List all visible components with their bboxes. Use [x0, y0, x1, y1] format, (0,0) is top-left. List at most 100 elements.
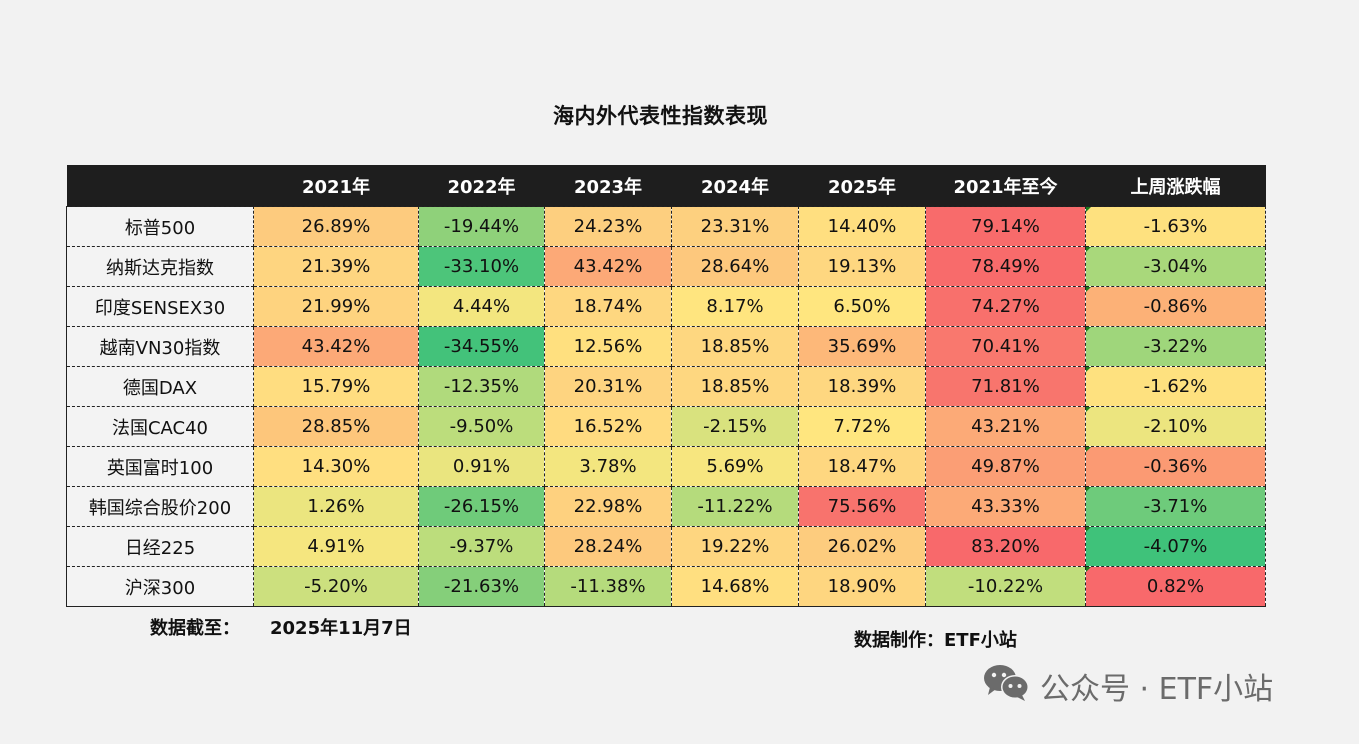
- value-cell: -9.50%: [418, 406, 545, 447]
- index-name-cell: 纳斯达克指数: [66, 246, 254, 287]
- value-cell: 49.87%: [925, 446, 1086, 487]
- table-body: 标普500 26.89% -19.44% 24.23% 23.31% 14.40% 79.1…: [66, 206, 1266, 607]
- value-cell: -19.44%: [418, 206, 545, 247]
- value-cell: -4.07%: [1085, 526, 1266, 567]
- value-cell: 0.82%: [1085, 566, 1266, 607]
- value-cell: -9.37%: [418, 526, 545, 567]
- value-cell: 12.56%: [544, 326, 672, 367]
- index-name-cell: 法国CAC40: [66, 406, 254, 447]
- page-title: 海内外代表性指数表现: [553, 104, 768, 128]
- value-cell: 23.31%: [671, 206, 799, 247]
- value-cell: -1.63%: [1085, 206, 1266, 247]
- value-cell: -0.36%: [1085, 446, 1266, 487]
- data-date-label: 数据截至：: [150, 618, 240, 639]
- value-cell: 28.85%: [253, 406, 419, 447]
- column-header-last-week: 上周涨跌幅: [1085, 165, 1266, 207]
- value-cell: 43.21%: [925, 406, 1086, 447]
- column-header-2022: 2022年: [418, 165, 545, 207]
- table-row: 韩国综合股价200 1.26% -26.15% 22.98% -11.22% 75.56%…: [66, 486, 1266, 527]
- value-cell: 71.81%: [925, 366, 1086, 407]
- index-name-cell: 日经225: [66, 526, 254, 567]
- value-cell: 4.44%: [418, 286, 545, 327]
- value-cell: 22.98%: [544, 486, 672, 527]
- index-name-cell: 韩国综合股价200: [66, 486, 254, 527]
- value-cell: 26.02%: [798, 526, 926, 567]
- column-header-since-2021: 2021年至今: [925, 165, 1086, 207]
- index-name-cell: 越南VN30指数: [66, 326, 254, 367]
- value-cell: 83.20%: [925, 526, 1086, 567]
- value-cell: 8.17%: [671, 286, 799, 327]
- value-cell: 18.39%: [798, 366, 926, 407]
- value-cell: -1.62%: [1085, 366, 1266, 407]
- value-cell: 14.68%: [671, 566, 799, 607]
- value-cell: 26.89%: [253, 206, 419, 247]
- value-cell: 18.47%: [798, 446, 926, 487]
- table-row: 日经225 4.91% -9.37% 28.24% 19.22% 26.02% 83.20%…: [66, 526, 1266, 567]
- table-row: 法国CAC40 28.85% -9.50% 16.52% -2.15% 7.72% 43.2…: [66, 406, 1266, 447]
- value-cell: 18.85%: [671, 326, 799, 367]
- value-cell: -2.15%: [671, 406, 799, 447]
- data-date-value: 2025年11月7日: [270, 618, 412, 639]
- value-cell: 3.78%: [544, 446, 672, 487]
- table-row: 标普500 26.89% -19.44% 24.23% 23.31% 14.40% 79.1…: [66, 206, 1266, 247]
- table-row: 英国富时100 14.30% 0.91% 3.78% 5.69% 18.47% 49.87%…: [66, 446, 1266, 487]
- value-cell: 7.72%: [798, 406, 926, 447]
- value-cell: -2.10%: [1085, 406, 1266, 447]
- value-cell: 43.42%: [253, 326, 419, 367]
- value-cell: 6.50%: [798, 286, 926, 327]
- value-cell: 19.22%: [671, 526, 799, 567]
- data-producer-label: 数据制作：ETF小站: [854, 630, 1017, 651]
- value-cell: -34.55%: [418, 326, 545, 367]
- value-cell: -26.15%: [418, 486, 545, 527]
- value-cell: -3.71%: [1085, 486, 1266, 527]
- column-header-2021: 2021年: [253, 165, 419, 207]
- value-cell: -11.38%: [544, 566, 672, 607]
- value-cell: 78.49%: [925, 246, 1086, 287]
- index-name-cell: 标普500: [66, 206, 254, 247]
- index-performance-table: 2021年 2022年 2023年 2024年 2025年 2021年至今 上周…: [66, 165, 1266, 607]
- value-cell: 75.56%: [798, 486, 926, 527]
- value-cell: 1.26%: [253, 486, 419, 527]
- value-cell: -3.04%: [1085, 246, 1266, 287]
- value-cell: 21.99%: [253, 286, 419, 327]
- value-cell: 0.91%: [418, 446, 545, 487]
- value-cell: 4.91%: [253, 526, 419, 567]
- value-cell: 43.42%: [544, 246, 672, 287]
- wechat-icon: [982, 663, 1040, 709]
- value-cell: 16.52%: [544, 406, 672, 447]
- index-name-cell: 印度SENSEX30: [66, 286, 254, 327]
- value-cell: -33.10%: [418, 246, 545, 287]
- value-cell: 28.24%: [544, 526, 672, 567]
- column-header-2024: 2024年: [671, 165, 799, 207]
- value-cell: -10.22%: [925, 566, 1086, 607]
- value-cell: 28.64%: [671, 246, 799, 287]
- table-row: 沪深300 -5.20% -21.63% -11.38% 14.68% 18.90% -10…: [66, 566, 1266, 607]
- value-cell: 18.90%: [798, 566, 926, 607]
- table-row: 德国DAX 15.79% -12.35% 20.31% 18.85% 18.39% 71.8…: [66, 366, 1266, 407]
- column-header-2023: 2023年: [544, 165, 672, 207]
- value-cell: -0.86%: [1085, 286, 1266, 327]
- table-row: 越南VN30指数 43.42% -34.55% 12.56% 18.85% 35.69% 7…: [66, 326, 1266, 367]
- value-cell: -3.22%: [1085, 326, 1266, 367]
- column-header-name: [66, 165, 254, 207]
- value-cell: 15.79%: [253, 366, 419, 407]
- value-cell: 14.30%: [253, 446, 419, 487]
- watermark: 公众号 · ETF小站: [982, 663, 1273, 709]
- value-cell: 19.13%: [798, 246, 926, 287]
- index-name-cell: 德国DAX: [66, 366, 254, 407]
- value-cell: -11.22%: [671, 486, 799, 527]
- table-header-row: 2021年 2022年 2023年 2024年 2025年 2021年至今 上周…: [66, 165, 1266, 207]
- index-name-cell: 英国富时100: [66, 446, 254, 487]
- table-row: 纳斯达克指数 21.39% -33.10% 43.42% 28.64% 19.13% 78.…: [66, 246, 1266, 287]
- value-cell: 20.31%: [544, 366, 672, 407]
- value-cell: 35.69%: [798, 326, 926, 367]
- value-cell: -12.35%: [418, 366, 545, 407]
- value-cell: 79.14%: [925, 206, 1086, 247]
- value-cell: 70.41%: [925, 326, 1086, 367]
- value-cell: 43.33%: [925, 486, 1086, 527]
- value-cell: 5.69%: [671, 446, 799, 487]
- index-name-cell: 沪深300: [66, 566, 254, 607]
- column-header-2025: 2025年: [798, 165, 926, 207]
- value-cell: 14.40%: [798, 206, 926, 247]
- value-cell: 74.27%: [925, 286, 1086, 327]
